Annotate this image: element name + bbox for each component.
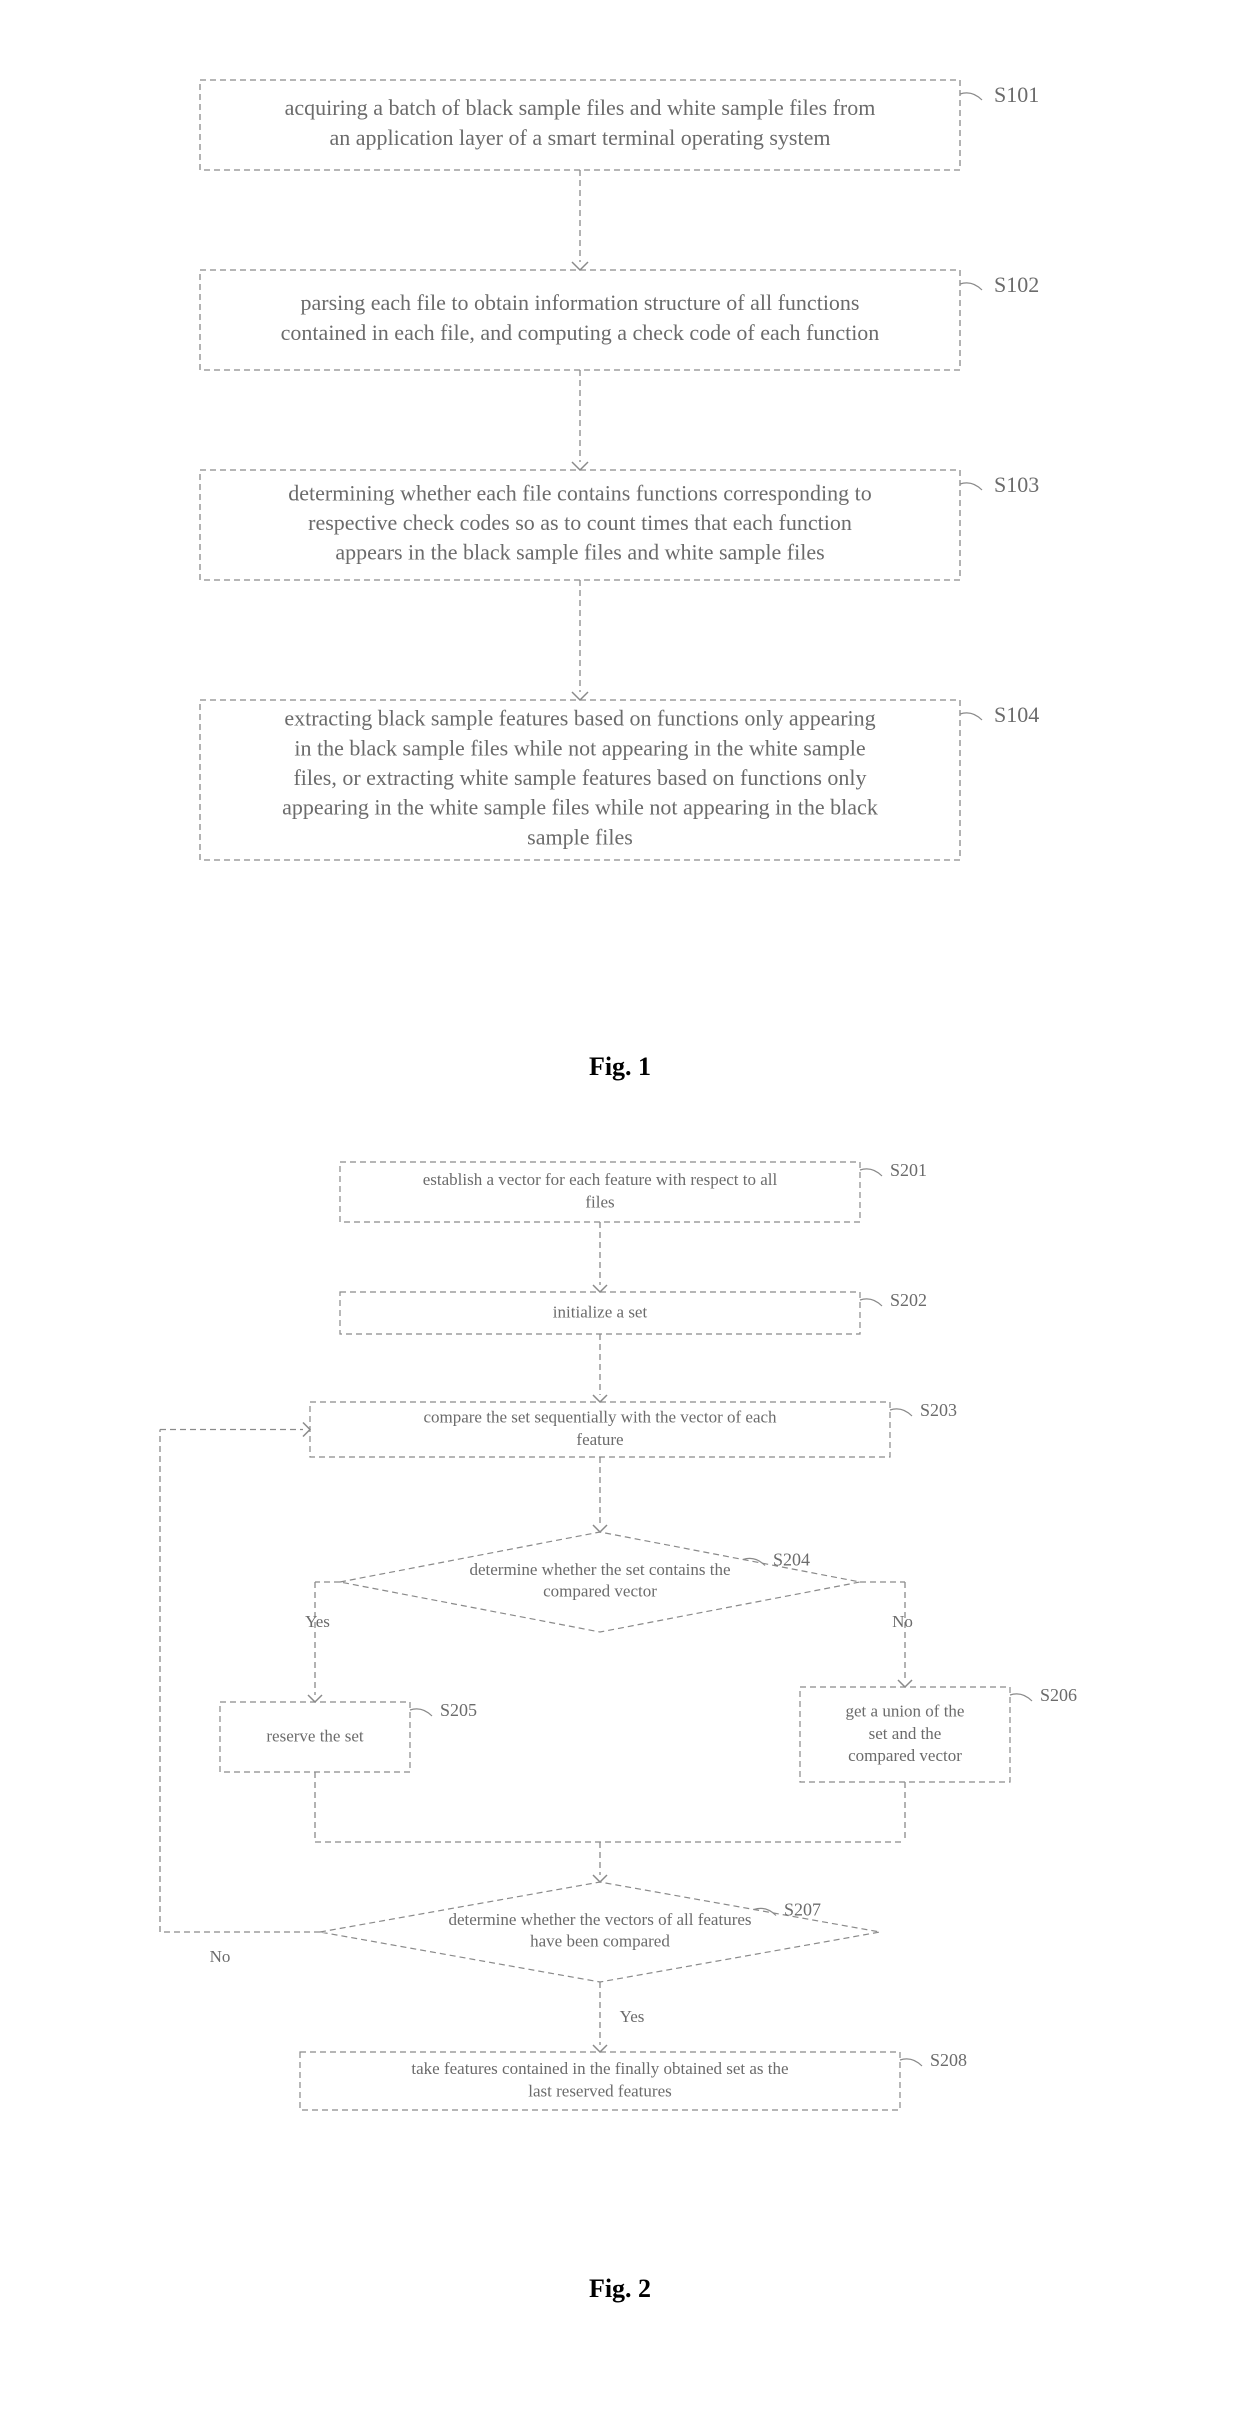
svg-text:last reserved features: last reserved features: [528, 2081, 671, 2100]
svg-text:Yes: Yes: [620, 2007, 645, 2026]
svg-text:appears in the black sample fi: appears in the black sample files and wh…: [335, 540, 824, 565]
svg-text:determine whether the vectors: determine whether the vectors of all fea…: [448, 1910, 751, 1929]
svg-text:S204: S204: [773, 1550, 810, 1570]
svg-text:sample files: sample files: [527, 824, 633, 849]
figure-2-svg: establish a vector for each feature with…: [0, 1142, 1240, 2262]
figure-1-svg: acquiring a batch of black sample files …: [0, 40, 1240, 1040]
svg-text:S205: S205: [440, 1700, 477, 1720]
svg-text:compared vector: compared vector: [848, 1746, 962, 1765]
svg-text:take features contained in th: take features contained in the finally o…: [411, 2059, 788, 2078]
svg-text:S208: S208: [930, 2050, 967, 2070]
svg-text:S103: S103: [994, 472, 1039, 497]
svg-text:extracting black sample featur: extracting black sample features based o…: [284, 706, 875, 731]
svg-text:respective check codes so as t: respective check codes so as to count ti…: [308, 510, 852, 535]
svg-text:determining whether each file: determining whether each file contains f…: [288, 480, 871, 505]
svg-text:appearing in the white sample: appearing in the white sample files whil…: [282, 795, 878, 820]
svg-text:in the black sample files whil: in the black sample files while not appe…: [294, 735, 865, 760]
svg-text:parsing each file to obtain in: parsing each file to obtain information …: [300, 290, 859, 315]
svg-text:reserve the set: reserve the set: [266, 1726, 364, 1745]
svg-text:No: No: [210, 1947, 231, 1966]
svg-text:compare the set sequentially w: compare the set sequentially with the ve…: [423, 1408, 777, 1427]
svg-text:feature: feature: [576, 1430, 623, 1449]
svg-text:initialize a set: initialize a set: [553, 1302, 648, 1321]
svg-text:an application layer of a smar: an application layer of a smart terminal…: [330, 125, 831, 150]
svg-text:S203: S203: [920, 1400, 957, 1420]
svg-text:compared vector: compared vector: [543, 1581, 657, 1600]
svg-text:No: No: [892, 1612, 913, 1631]
svg-text:acquiring a batch of black sam: acquiring a batch of black sample files …: [285, 95, 876, 120]
figure-1-caption: Fig. 1: [0, 1052, 1240, 1082]
svg-text:contained in each file, and c: contained in each file, and computing a …: [281, 320, 880, 345]
figure-1: acquiring a batch of black sample files …: [0, 40, 1240, 1082]
svg-text:S102: S102: [994, 272, 1039, 297]
figure-2: establish a vector for each feature with…: [0, 1142, 1240, 2304]
svg-text:S207: S207: [784, 1900, 821, 1920]
svg-text:have been compared: have been compared: [530, 1931, 670, 1950]
svg-text:files: files: [585, 1192, 614, 1211]
svg-text:S206: S206: [1040, 1685, 1077, 1705]
svg-text:S201: S201: [890, 1160, 927, 1180]
svg-text:S104: S104: [994, 702, 1039, 727]
svg-text:S101: S101: [994, 82, 1039, 107]
svg-text:Yes: Yes: [305, 1612, 330, 1631]
figure-2-caption: Fig. 2: [0, 2274, 1240, 2304]
svg-text:establish a vector for each fe: establish a vector for each feature with…: [423, 1170, 778, 1189]
svg-text:determine whether the set cont: determine whether the set contains the: [469, 1560, 730, 1579]
svg-text:S202: S202: [890, 1290, 927, 1310]
svg-text:set and the: set and the: [869, 1724, 942, 1743]
svg-text:get a union of the: get a union of the: [846, 1702, 965, 1721]
svg-text:files, or extracting white sam: files, or extracting white sample featur…: [293, 765, 866, 790]
